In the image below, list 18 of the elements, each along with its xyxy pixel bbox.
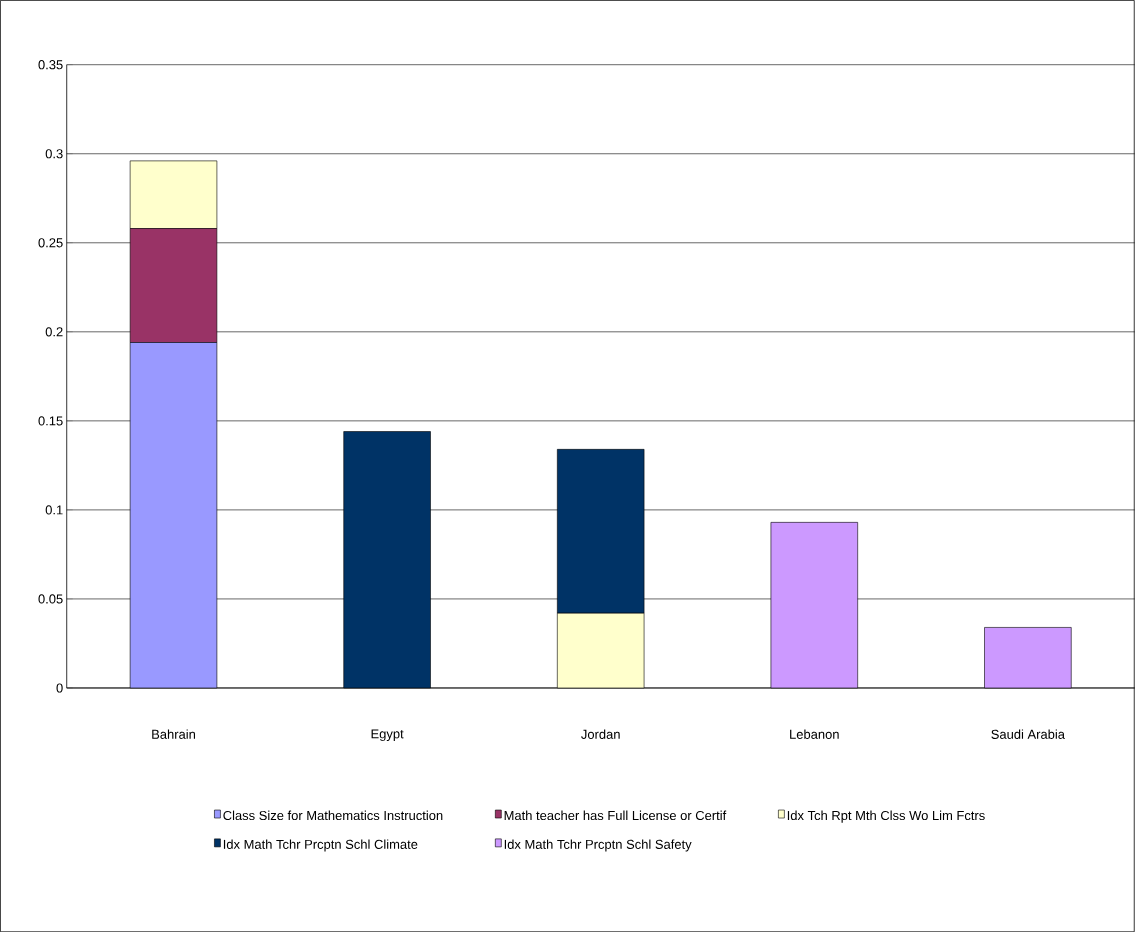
y-tick-label: 0.2 [45,327,63,337]
x-tick-label: Saudi Arabia [991,729,1065,739]
y-tick-label: 0.25 [38,238,63,248]
x-tick-label: Bahrain [152,729,196,739]
y-tick-label: 0.3 [45,149,63,159]
y-tick-label: 0.05 [38,594,63,604]
y-tick-label: 0.1 [45,505,63,515]
y-tick-label: 0.15 [38,416,63,426]
x-tick-label: Egypt [371,729,404,741]
legend-label: Class Size for Mathematics Instruction [223,810,443,821]
y-tick-label: 0 [56,683,63,693]
legend-label: Idx Math Tchr Prcptn Schl Safety [504,839,692,852]
legend-label: Math teacher has Full License or Certif [504,810,727,821]
x-tick-label: Lebanon [790,729,839,739]
legend-label: Idx Math Tchr Prcptn Schl Climate [223,839,418,852]
y-tick-label: 0.35 [38,60,63,70]
legend-label: Idx Tch Rpt Mth Clss Wo Lim Fctrs [787,810,985,823]
x-tick-label: Jordan [581,729,620,739]
